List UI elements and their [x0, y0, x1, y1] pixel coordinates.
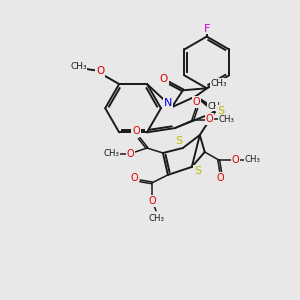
Text: O: O	[232, 155, 239, 165]
Text: CH₃: CH₃	[244, 155, 260, 164]
Text: O: O	[160, 74, 168, 84]
Text: O: O	[206, 114, 214, 124]
Text: O: O	[148, 196, 156, 206]
Text: O: O	[96, 66, 104, 76]
Text: CH₃: CH₃	[210, 79, 227, 88]
Text: O: O	[193, 97, 201, 107]
Text: O: O	[126, 149, 134, 159]
Text: O: O	[130, 173, 138, 183]
Text: O: O	[217, 173, 224, 183]
Text: CH₃: CH₃	[149, 214, 165, 223]
Text: O: O	[132, 126, 140, 136]
Text: N: N	[164, 98, 172, 108]
Text: S: S	[217, 106, 224, 116]
Text: CH₃: CH₃	[70, 61, 87, 70]
Text: CH₃: CH₃	[207, 102, 224, 111]
Text: F: F	[203, 24, 210, 34]
Text: CH₃: CH₃	[219, 115, 235, 124]
Text: S: S	[175, 136, 182, 146]
Text: S: S	[194, 166, 201, 176]
Text: CH₃: CH₃	[103, 149, 119, 158]
